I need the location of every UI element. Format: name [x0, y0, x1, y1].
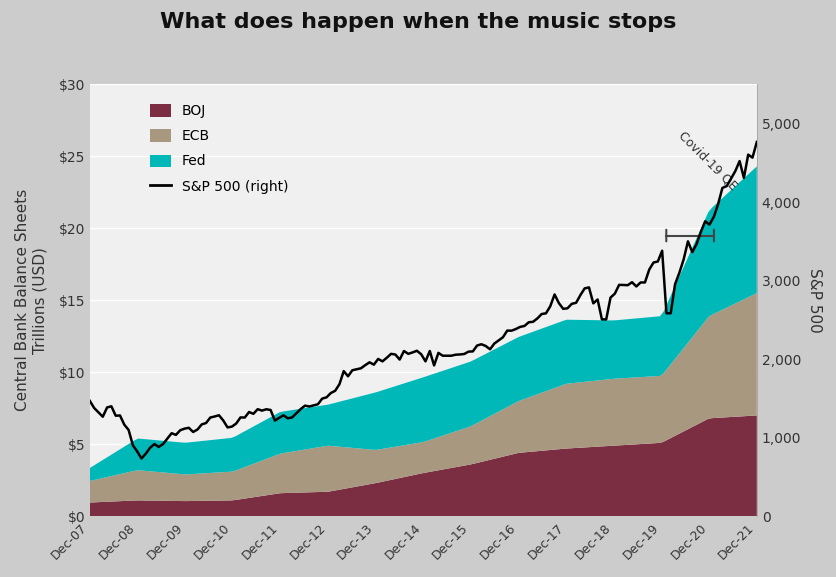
- Text: What does happen when the music stops: What does happen when the music stops: [161, 12, 675, 32]
- Text: Covid-19 QE: Covid-19 QE: [675, 129, 739, 192]
- Legend: BOJ, ECB, Fed, S&P 500 (right): BOJ, ECB, Fed, S&P 500 (right): [150, 104, 288, 194]
- Y-axis label: Central Bank Balance Sheets
Trillions (USD): Central Bank Balance Sheets Trillions (U…: [15, 189, 48, 411]
- Y-axis label: S&P 500: S&P 500: [806, 268, 821, 333]
